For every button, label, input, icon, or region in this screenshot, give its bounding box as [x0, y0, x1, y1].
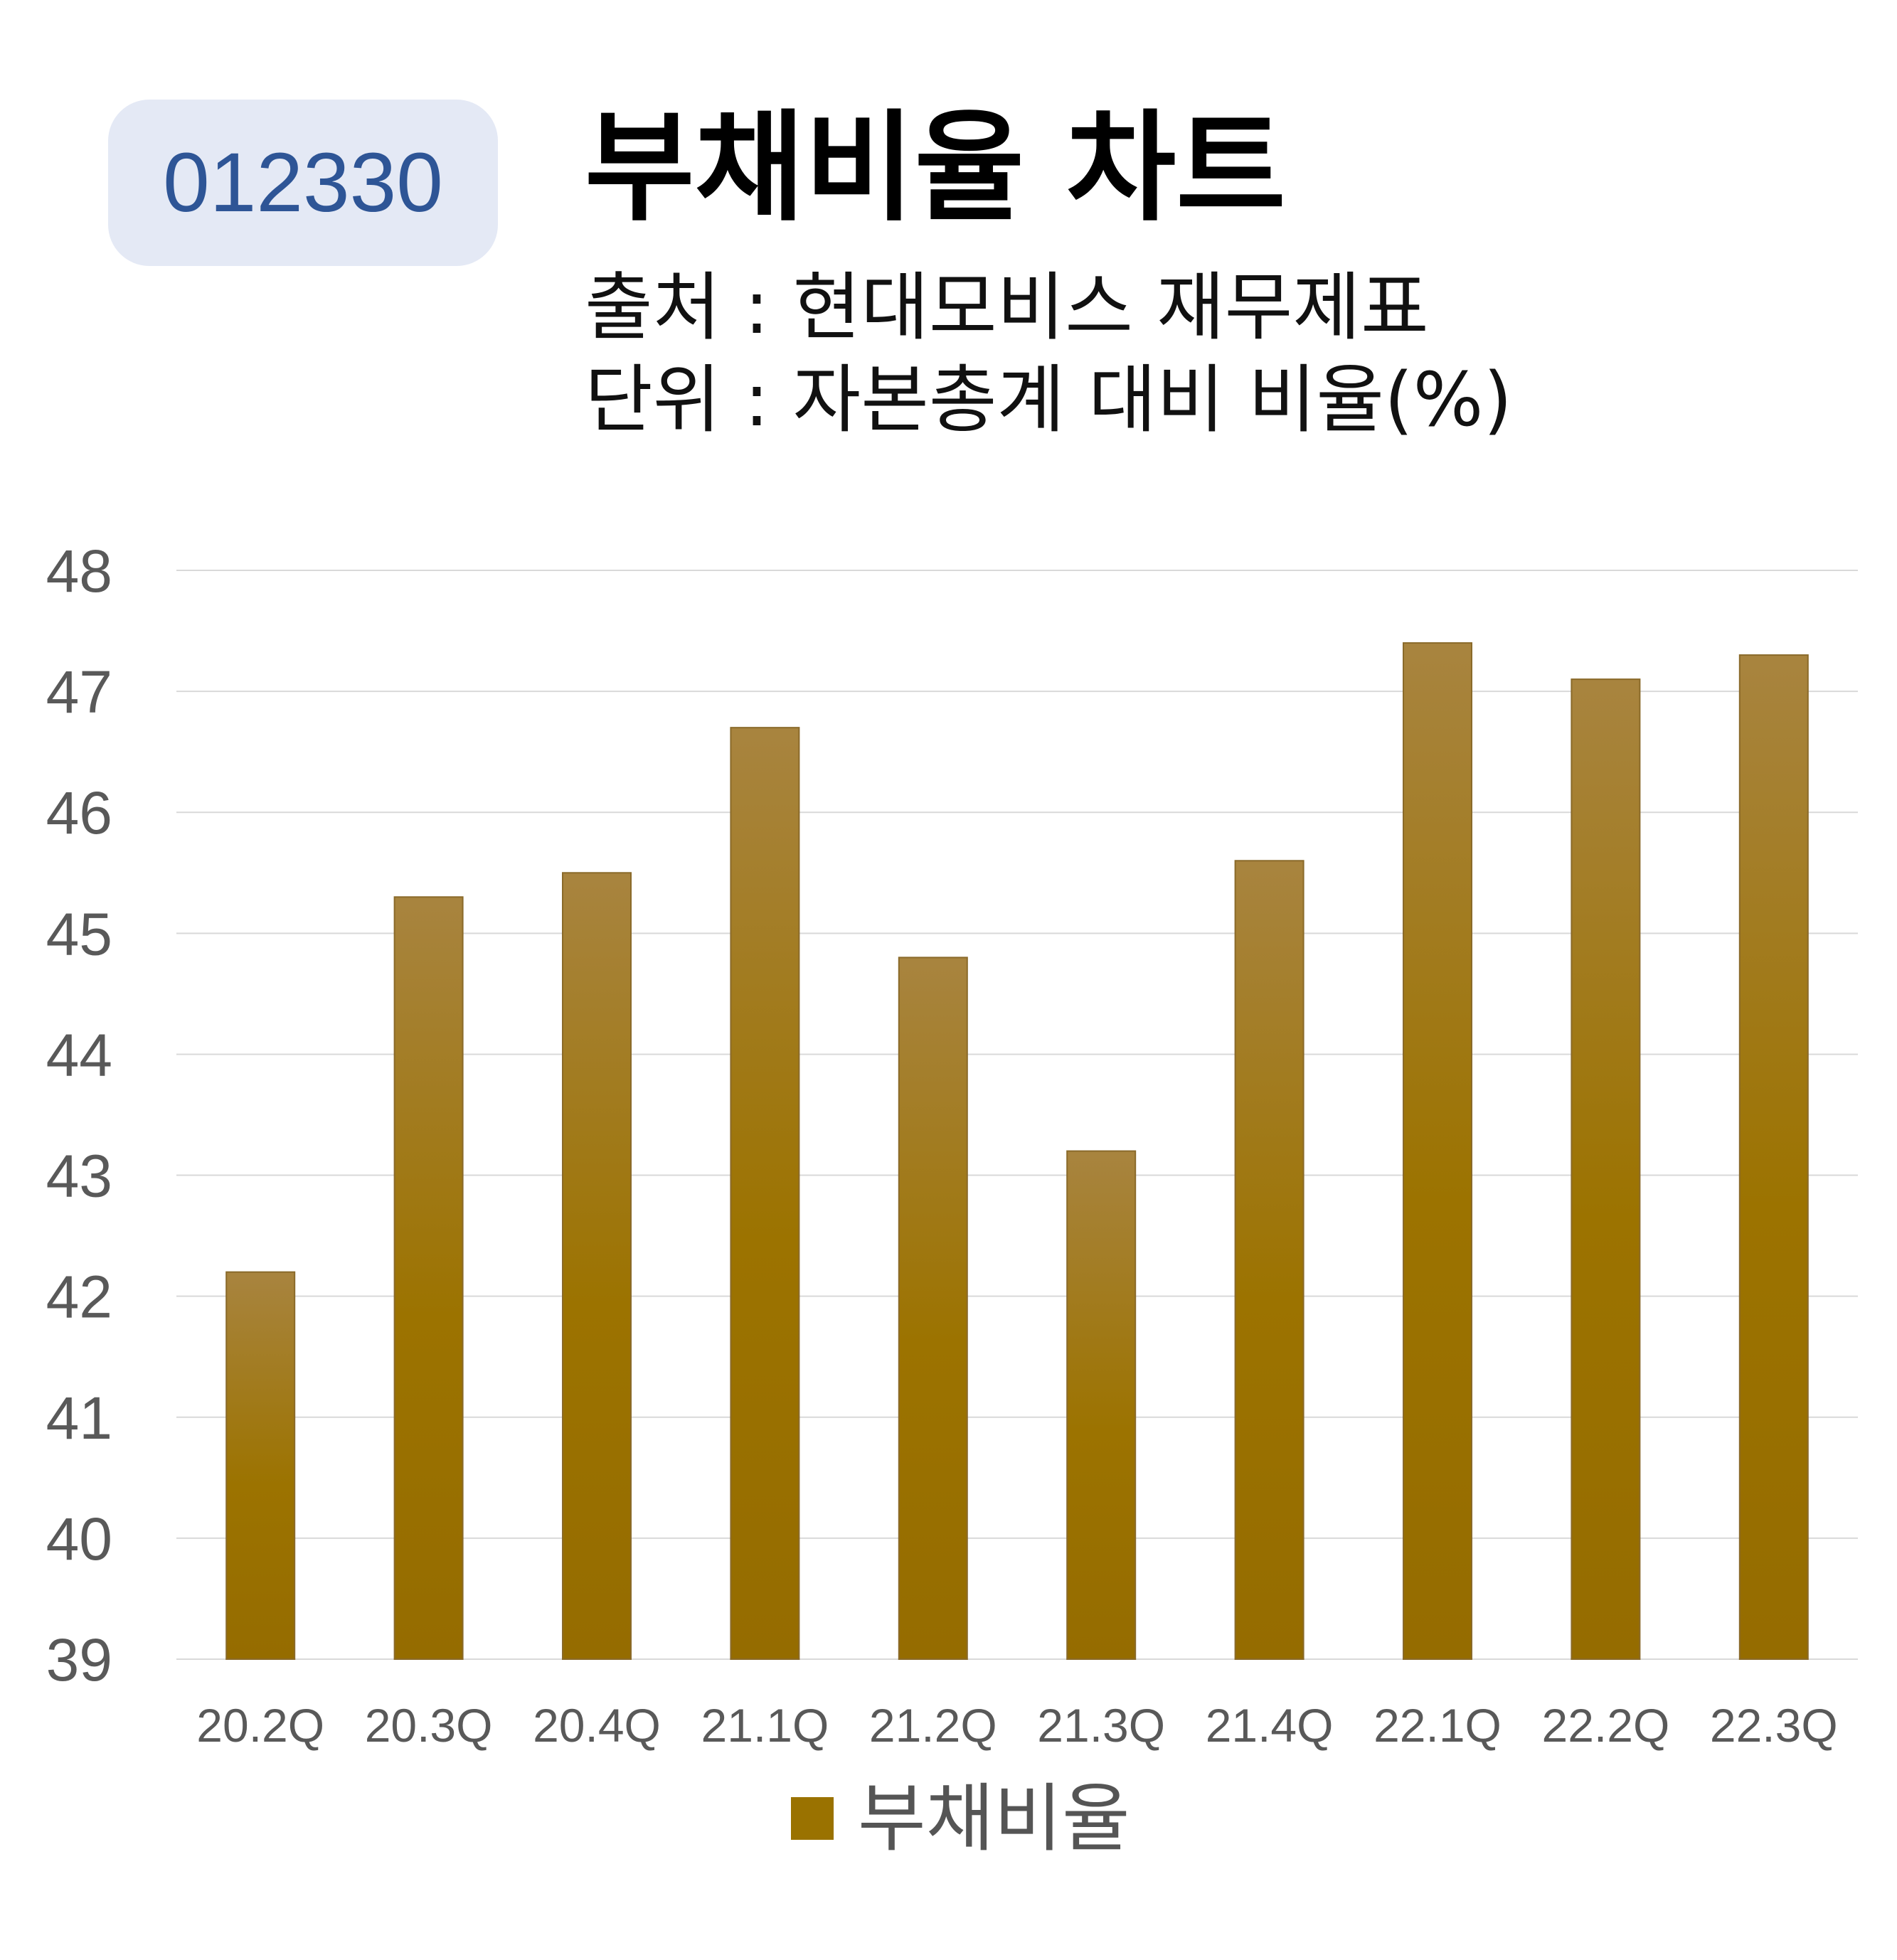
x-tick-label: 21.1Q [701, 1699, 829, 1752]
y-tick-label: 47 [46, 659, 112, 725]
x-tick-label: 22.2Q [1542, 1699, 1670, 1752]
y-tick-label: 43 [46, 1143, 112, 1210]
bar-22.1Q [1403, 642, 1472, 1660]
bar-22.2Q [1571, 678, 1641, 1660]
legend: 부채비율 [791, 1781, 1130, 1855]
bars [225, 642, 1809, 1661]
bar-20.3Q [393, 896, 464, 1660]
unit-line: 단위 : 자본총계 대비 비율(%) [585, 356, 1513, 443]
bar-21.1Q [730, 727, 800, 1661]
bar-20.4Q [562, 872, 632, 1660]
bar-21.3Q [1066, 1150, 1137, 1660]
x-tick-label: 22.3Q [1710, 1699, 1838, 1752]
chart-title: 부채비율 차트 [585, 98, 1286, 238]
y-tick-label: 48 [46, 538, 112, 604]
y-axis-ticks: 39 40 41 42 43 44 45 46 47 48 [46, 538, 112, 1693]
bar-22.3Q [1738, 654, 1809, 1660]
x-tick-label: 20.2Q [196, 1699, 324, 1752]
bar-21.4Q [1234, 860, 1304, 1660]
x-tick-label: 22.1Q [1373, 1699, 1502, 1752]
y-tick-label: 41 [46, 1385, 112, 1452]
x-tick-label: 21.3Q [1037, 1699, 1165, 1752]
y-tick-label: 39 [46, 1626, 112, 1693]
legend-swatch [791, 1797, 834, 1840]
y-tick-label: 40 [46, 1506, 112, 1572]
x-tick-label: 20.4Q [533, 1699, 661, 1752]
x-tick-label: 21.4Q [1206, 1699, 1334, 1752]
legend-label: 부채비율 [858, 1775, 1130, 1862]
source-line: 출처 : 현대모비스 재무제표 [585, 264, 1429, 351]
x-axis-ticks: 20.2Q 20.3Q 20.4Q 21.1Q 21.2Q 21.3Q 21.4Q 22.1Q… [196, 1699, 1837, 1752]
y-tick-label: 44 [46, 1021, 112, 1088]
x-tick-label: 20.3Q [365, 1699, 493, 1752]
y-tick-label: 46 [46, 779, 112, 846]
ticker-code: 012330 [163, 136, 443, 230]
bar-21.2Q [898, 957, 968, 1661]
y-tick-label: 45 [46, 900, 112, 967]
y-tick-label: 42 [46, 1264, 112, 1331]
x-tick-label: 21.2Q [869, 1699, 997, 1752]
ticker-badge: 012330 [108, 100, 498, 266]
bar-20.2Q [225, 1271, 296, 1660]
